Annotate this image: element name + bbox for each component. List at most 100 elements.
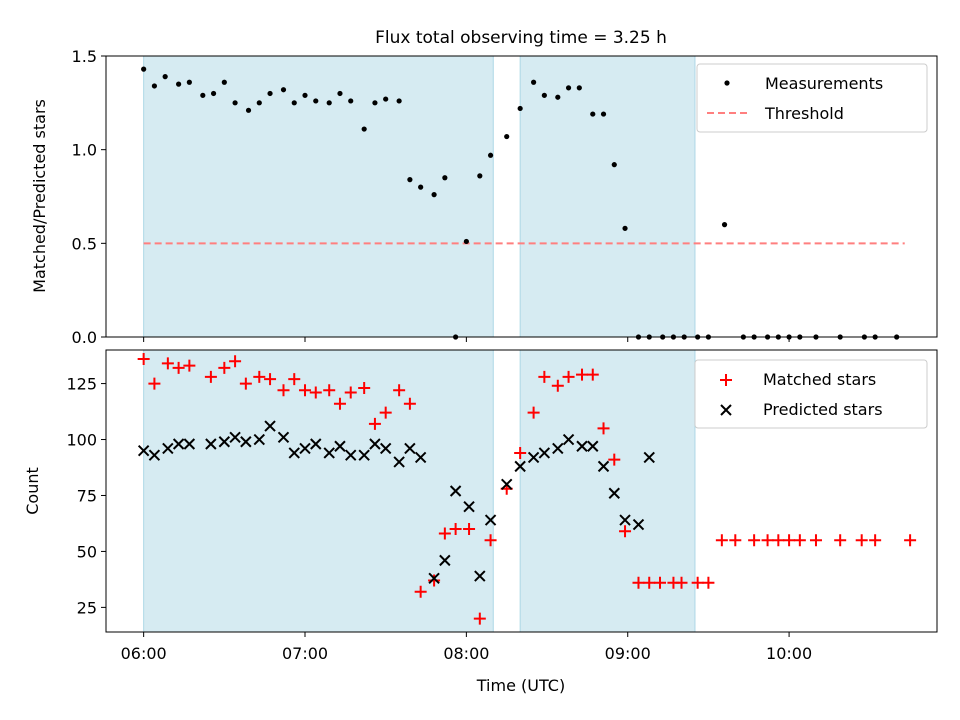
matched-star-point xyxy=(229,355,242,368)
matched-star-point xyxy=(772,534,785,547)
matched-star-point xyxy=(527,406,540,419)
bottom-y-axis-label: Count xyxy=(23,467,42,515)
bottom-x-ticks: 06:00 07:00 08:00 09:00 10:00 xyxy=(121,632,812,663)
x-tick-label: 08:00 xyxy=(443,644,489,663)
bottom-legend-box xyxy=(694,359,928,429)
matched-star-point xyxy=(562,370,575,383)
bottom-panel: 25 50 75 100 125 06:00 07:00 08:00 09:00 10:00 C… xyxy=(23,349,938,695)
matched-star-point xyxy=(428,574,441,587)
measurement-point xyxy=(396,98,402,104)
matched-star-point xyxy=(793,534,806,547)
matched-star-point xyxy=(438,527,451,540)
measurement-point xyxy=(463,238,469,245)
measurement-point xyxy=(531,79,537,85)
matched-star-point xyxy=(393,384,406,397)
measurement-point xyxy=(372,100,378,106)
predicted-star-point xyxy=(253,433,265,446)
y-tick-label: 125 xyxy=(66,375,97,394)
predicted-star-point xyxy=(299,442,311,455)
predicted-star-point xyxy=(345,449,357,461)
measurement-point xyxy=(186,79,192,85)
matched-star-point xyxy=(608,453,621,466)
measurement-point xyxy=(302,92,308,98)
predicted-star-point xyxy=(632,518,645,531)
measurement-point xyxy=(151,83,158,89)
predicted-star-point xyxy=(277,431,290,443)
matched-star-point xyxy=(514,446,527,459)
measurement-point xyxy=(210,90,217,97)
top-y-axis-label: Matched/Predicted stars xyxy=(30,99,49,293)
bottom-y-ticks: 25 50 75 100 125 xyxy=(66,375,106,617)
y-tick-label: 1.0 xyxy=(72,141,97,160)
predicted-star-point xyxy=(527,451,540,464)
y-tick-label: 75 xyxy=(77,486,97,505)
x-tick-label: 06:00 xyxy=(121,644,167,663)
predicted-star-point xyxy=(474,570,486,582)
y-tick-label: 0.5 xyxy=(72,234,97,253)
matched-star-point xyxy=(783,534,796,547)
y-tick-label: 50 xyxy=(77,542,97,561)
matched-star-point xyxy=(368,417,381,430)
predicted-star-point xyxy=(264,420,276,432)
predicted-star-point xyxy=(501,478,513,490)
measurement-point xyxy=(337,90,343,97)
measurement-point xyxy=(442,175,448,181)
predicted-star-point xyxy=(552,442,564,455)
measurement-point xyxy=(407,177,413,183)
matched-star-point xyxy=(729,534,742,547)
predicted-star-point xyxy=(538,447,551,459)
matched-star-point xyxy=(344,386,357,399)
top-axes-frame xyxy=(105,55,938,338)
matched-star-point xyxy=(834,534,847,547)
measurement-point xyxy=(291,100,297,106)
measurement-point xyxy=(611,162,617,168)
predicted-star-point xyxy=(162,442,174,455)
predicted-star-point xyxy=(643,451,655,464)
measurement-point xyxy=(721,222,728,228)
measurement-point xyxy=(555,94,561,100)
predicted-star-point xyxy=(449,485,462,497)
matched-star-point xyxy=(414,585,427,598)
matched-star-point xyxy=(449,523,462,536)
measurement-point xyxy=(418,184,424,190)
predicted-star-point xyxy=(484,514,497,526)
predicted-star-point xyxy=(334,440,346,452)
matched-star-point xyxy=(299,384,312,397)
measurement-point xyxy=(600,111,607,117)
measurement-point xyxy=(590,111,596,117)
matched-star-point xyxy=(403,397,416,410)
predicted-star-point xyxy=(597,460,610,473)
top-legend: Measurements Threshold xyxy=(696,63,928,133)
shaded-interval-2 xyxy=(519,349,696,633)
top-shaded-intervals xyxy=(143,55,696,338)
matched-star-point xyxy=(576,368,589,381)
matched-star-point xyxy=(643,576,656,589)
chart-title: Flux total observing time = 3.25 h xyxy=(375,28,667,48)
y-tick-label: 0.0 xyxy=(72,328,97,347)
measurement-point xyxy=(361,126,367,132)
top-x-ticks xyxy=(143,337,790,342)
measurement-point xyxy=(313,98,319,104)
bottom-legend: Matched stars Predicted stars xyxy=(694,359,928,429)
matched-star-point xyxy=(239,377,252,390)
measurement-point xyxy=(348,98,354,104)
matched-star-point xyxy=(264,373,277,386)
measurement-point xyxy=(622,225,628,231)
matched-star-point xyxy=(904,534,917,547)
matched-star-point xyxy=(323,384,336,397)
matched-star-point xyxy=(538,370,551,383)
matched-star-point xyxy=(654,576,666,589)
count-points xyxy=(137,352,917,625)
shaded-interval-2 xyxy=(519,55,696,338)
measurement-point xyxy=(517,105,523,112)
matched-star-point xyxy=(551,379,564,392)
matched-star-point xyxy=(309,386,322,399)
matched-star-point xyxy=(632,576,645,589)
predicted-star-point xyxy=(310,438,322,450)
measurement-point xyxy=(504,133,510,140)
predicted-star-point xyxy=(172,438,185,450)
legend-threshold-label: Threshold xyxy=(764,104,844,123)
top-panel: 0.0 0.5 1.0 1.5 Matched/Predicted stars Mea… xyxy=(30,47,938,347)
matched-star-point xyxy=(204,370,217,383)
